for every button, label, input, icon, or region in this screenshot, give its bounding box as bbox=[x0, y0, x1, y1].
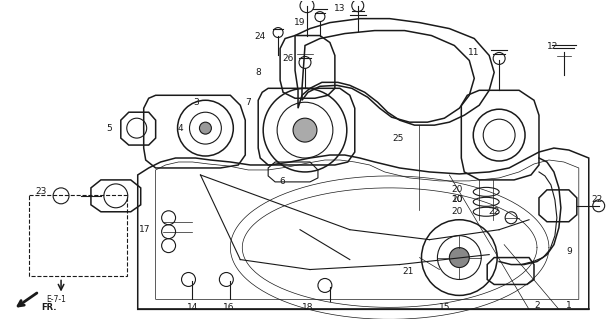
Text: FR.: FR. bbox=[41, 303, 57, 312]
Text: 23: 23 bbox=[35, 188, 47, 196]
Text: 19: 19 bbox=[294, 18, 306, 27]
Text: 14: 14 bbox=[187, 303, 198, 312]
Text: 17: 17 bbox=[139, 225, 150, 234]
Text: 6: 6 bbox=[279, 177, 285, 187]
Text: 1: 1 bbox=[566, 301, 572, 310]
Circle shape bbox=[293, 118, 317, 142]
Text: 10: 10 bbox=[452, 195, 463, 204]
Text: 4: 4 bbox=[178, 124, 183, 132]
Circle shape bbox=[449, 248, 470, 268]
Text: 8: 8 bbox=[255, 68, 261, 77]
Text: 24: 24 bbox=[255, 32, 266, 41]
Text: 22: 22 bbox=[591, 195, 602, 204]
Text: 20: 20 bbox=[452, 185, 463, 194]
Text: 16: 16 bbox=[222, 303, 234, 312]
Text: 12: 12 bbox=[547, 42, 558, 51]
Text: E-7-1: E-7-1 bbox=[46, 295, 66, 304]
Text: 13: 13 bbox=[334, 4, 345, 13]
Text: 9: 9 bbox=[566, 247, 572, 256]
Text: 11: 11 bbox=[468, 48, 479, 57]
Text: 22: 22 bbox=[488, 207, 500, 216]
Text: 21: 21 bbox=[402, 267, 414, 276]
Text: 20: 20 bbox=[452, 207, 463, 216]
Text: 2: 2 bbox=[534, 301, 540, 310]
Text: 26: 26 bbox=[283, 54, 294, 63]
Circle shape bbox=[200, 122, 211, 134]
Text: 25: 25 bbox=[392, 133, 403, 143]
Text: 5: 5 bbox=[106, 124, 111, 132]
Text: 18: 18 bbox=[302, 303, 314, 312]
Text: 3: 3 bbox=[194, 98, 199, 107]
Text: 7: 7 bbox=[245, 98, 251, 107]
Text: 15: 15 bbox=[438, 303, 450, 312]
Text: 20: 20 bbox=[452, 195, 463, 204]
